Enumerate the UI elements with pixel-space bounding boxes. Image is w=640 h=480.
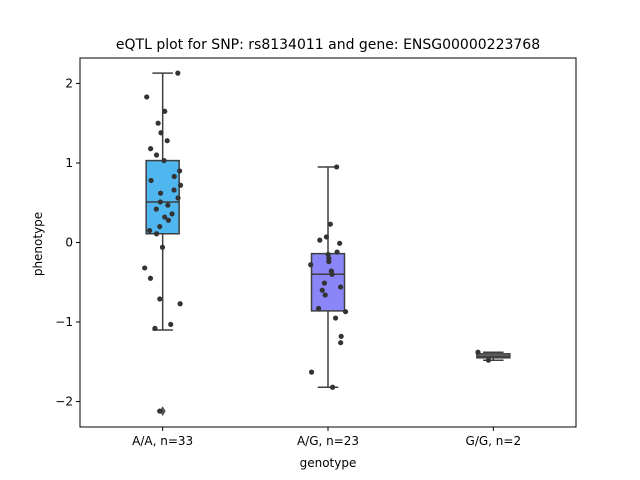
data-point [146, 227, 153, 234]
data-point [162, 108, 168, 114]
x-axis-label: genotype [300, 456, 357, 470]
data-point [159, 244, 166, 250]
data-point [165, 217, 172, 223]
data-point [147, 275, 154, 281]
data-point [155, 120, 161, 126]
data-point [338, 340, 344, 346]
data-point [168, 321, 174, 328]
data-point [177, 182, 184, 188]
data-point [148, 146, 154, 152]
data-point [153, 152, 160, 158]
data-point [322, 292, 328, 298]
data-point [157, 190, 164, 196]
y-axis-label: phenotype [31, 212, 45, 276]
data-point [157, 223, 163, 230]
plot-area: −2 −1 0 1 2 A/A, n=33 A/G, n=23 G/G, n=2 [55, 57, 577, 448]
data-point [337, 284, 344, 290]
data-point [171, 187, 177, 193]
data-point [330, 384, 336, 390]
data-point [161, 157, 167, 164]
x-tick-label: A/G, n=23 [297, 434, 359, 448]
data-point [323, 234, 329, 240]
x-tick-label: G/G, n=2 [466, 434, 522, 448]
data-point [157, 199, 163, 205]
data-point [329, 271, 335, 277]
y-tick-label: 2 [65, 76, 73, 90]
data-point [325, 251, 331, 258]
data-point [334, 164, 340, 170]
data-point [148, 177, 154, 184]
data-point [165, 202, 171, 208]
data-point [157, 296, 163, 302]
data-point [332, 315, 339, 321]
data-point [326, 258, 332, 265]
y-tick-label: 0 [65, 236, 73, 250]
axes-frame [79, 57, 577, 428]
data-point [338, 333, 344, 339]
y-tick-label: 1 [65, 156, 73, 170]
data-point [164, 138, 170, 144]
data-point [337, 240, 343, 246]
data-point [153, 231, 160, 237]
data-point [319, 287, 325, 293]
data-point [475, 349, 481, 355]
x-tick-label: A/A, n=33 [132, 434, 193, 448]
data-point [177, 168, 183, 174]
data-point [321, 280, 328, 286]
data-point [342, 309, 349, 315]
data-point [157, 408, 163, 414]
data-point [308, 369, 315, 375]
data-point [171, 173, 177, 180]
data-point [153, 206, 159, 212]
data-point [152, 325, 158, 331]
data-point [158, 130, 164, 136]
data-point [144, 94, 150, 100]
data-point [175, 70, 181, 76]
chart-title: eQTL plot for SNP: rs8134011 and gene: E… [116, 37, 540, 53]
data-point [177, 301, 183, 307]
data-point [162, 214, 168, 220]
data-point [315, 305, 322, 312]
data-point [327, 221, 333, 227]
data-point [169, 211, 175, 217]
data-point [317, 237, 323, 243]
data-point [308, 262, 314, 268]
box-iqr [145, 159, 180, 235]
data-point [334, 249, 340, 255]
data-point [485, 357, 492, 363]
outlier-marker [159, 406, 166, 417]
y-tick-label: −1 [55, 315, 73, 329]
y-tick-label: −2 [55, 395, 73, 409]
data-point [175, 195, 181, 201]
data-point [142, 265, 148, 271]
